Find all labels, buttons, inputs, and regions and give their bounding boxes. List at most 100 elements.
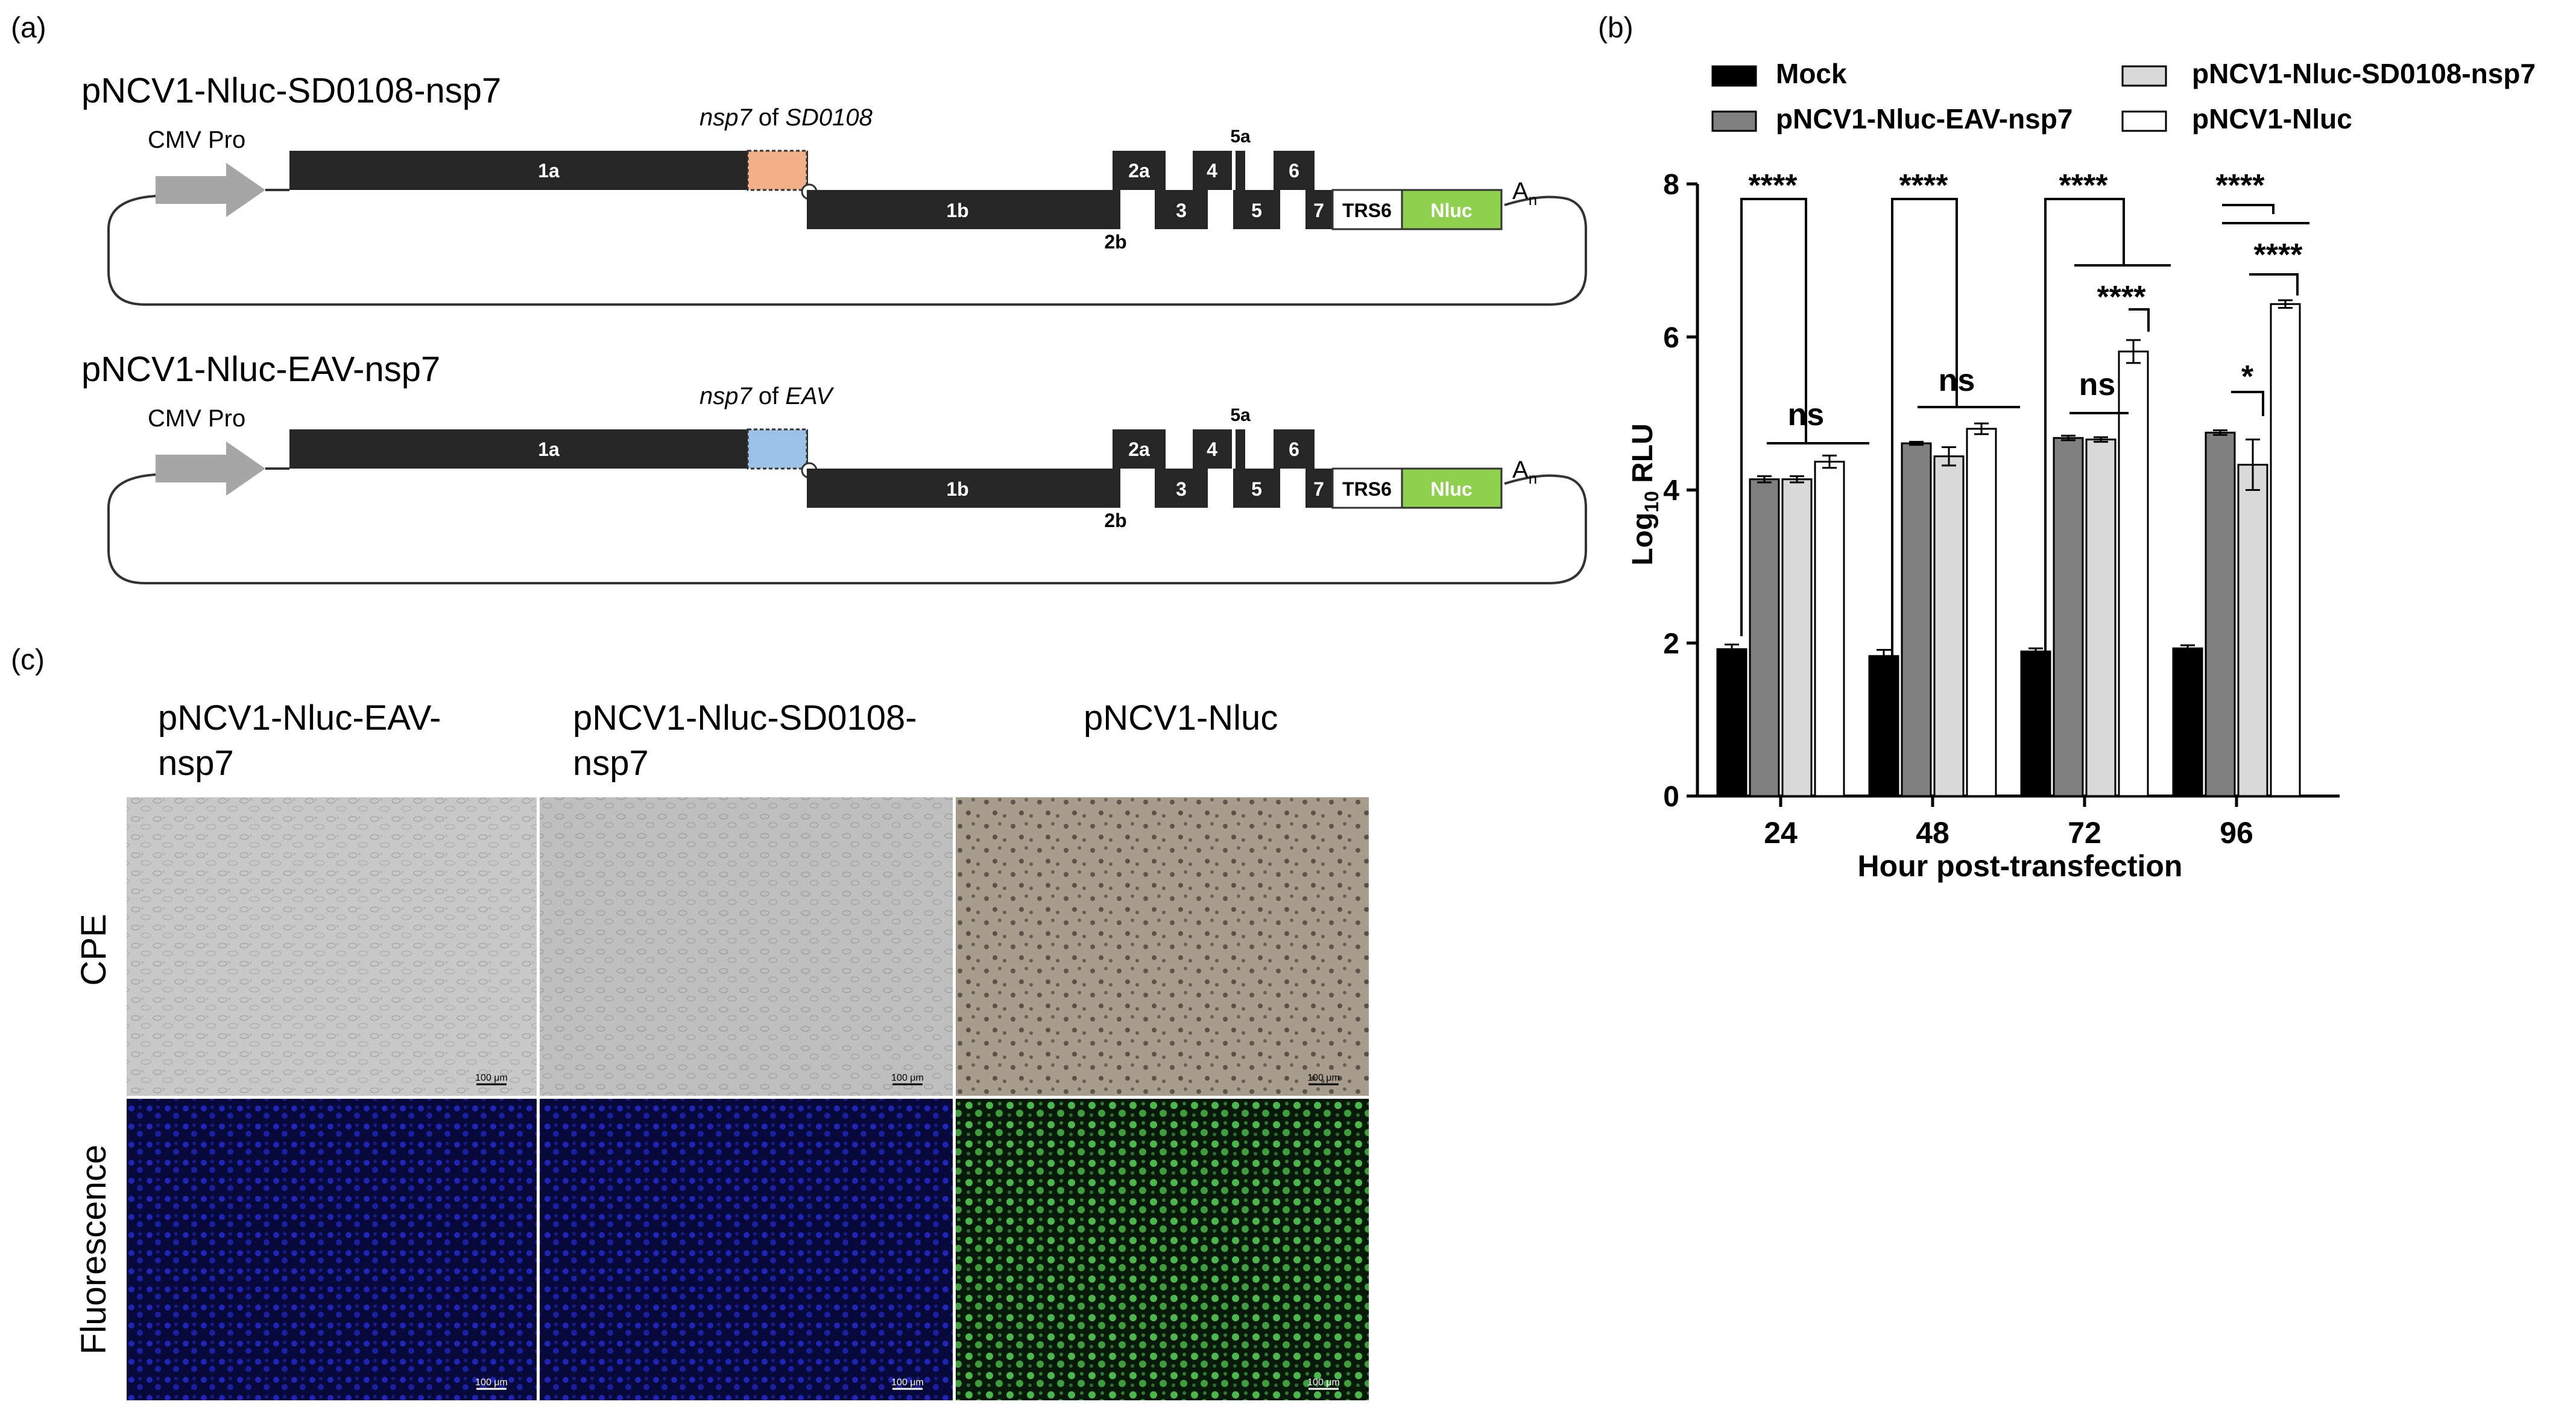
sig-bracket: [2129, 308, 2150, 332]
error-bar: [2094, 436, 2108, 443]
gene-7: [1305, 469, 1333, 508]
gene-2b: [1108, 190, 1120, 229]
sig-label-48-ns: ns: [1939, 363, 1975, 398]
error-bar: [1877, 649, 1891, 663]
gene-4-label: 4: [1207, 160, 1217, 182]
sig-bracket: [2231, 391, 2264, 416]
insert-label: nsp7 of SD0108: [699, 104, 873, 131]
y-tick-label: 6: [1663, 322, 1679, 354]
y-tick-label: 4: [1663, 475, 1679, 507]
x-axis-label: Hour post-transfection: [1858, 849, 2183, 883]
legend-label-mock: Mock: [1776, 58, 1847, 89]
error-bar: [2246, 438, 2260, 491]
sig-label-96-sd0108: *: [2241, 359, 2254, 394]
gene-1a-label: 1a: [538, 160, 560, 182]
cpe-image-nluc: [956, 797, 1369, 1096]
sig-bracket: [2222, 204, 2309, 224]
column-header-eav: pNCV1-Nluc-EAV-nsp7: [158, 698, 441, 783]
construct-diagram-2: pNCV1-Nluc-EAV-nsp7 nsp7 of EAV CMV Pro …: [81, 350, 1587, 584]
error-bar: [2180, 644, 2195, 653]
sig-bracket: [2044, 198, 2125, 663]
gene-2a-label: 2a: [1128, 438, 1150, 460]
gene-4: [1193, 429, 1232, 469]
gene-3: [1155, 469, 1208, 508]
error-bar: [1790, 475, 1804, 484]
scale-bar-label: 100 μm: [891, 1377, 924, 1388]
trs6-label: TRS6: [1342, 200, 1392, 221]
gene-7: [1305, 190, 1333, 229]
gene-5a: [1236, 151, 1245, 190]
gene-2a-label: 2a: [1128, 160, 1150, 182]
bar: [1933, 455, 1965, 797]
x-tick-label: 48: [1916, 816, 1949, 850]
y-tick-label: 2: [1663, 628, 1679, 660]
bars: [1716, 299, 2301, 797]
promoter-arrow: [156, 441, 265, 496]
bar: [2085, 438, 2117, 797]
gene-5-label: 5: [1251, 478, 1262, 500]
insert-label: nsp7 of EAV: [699, 383, 834, 409]
gene-5: [1233, 469, 1280, 508]
y-ticks: 0 2 4 6 8: [1663, 169, 1697, 813]
scale-bars: 100 μm 100 μm 100 μm 100 μm 100 μm 100 μ…: [475, 1073, 1340, 1390]
fluorescence-image-sd0108: [540, 1099, 953, 1400]
error-bar: [2126, 339, 2141, 364]
gene-4: [1193, 151, 1232, 190]
plasmid-backbone: [107, 467, 1587, 584]
bar: [2053, 437, 2084, 797]
sig-label-48-mock: ****: [1899, 168, 1949, 203]
bar: [1749, 478, 1780, 797]
polya-label: An: [1512, 457, 1537, 487]
gene-2b-label: 2b: [1104, 231, 1126, 253]
bar: [2205, 431, 2236, 797]
construct-diagram-1: pNCV1-Nluc-SD0108-nsp7 nsp7 of SD0108 CM…: [81, 71, 1587, 306]
x-tick-label: 24: [1764, 816, 1798, 850]
gene-1a: [289, 151, 808, 190]
panel-b-label: (b): [1598, 12, 1634, 44]
gene-5a-label: 5a: [1230, 405, 1251, 425]
sig-bracket: [1740, 198, 1807, 636]
panel-a-label: (a): [11, 12, 46, 44]
error-bar: [1974, 422, 1989, 435]
gene-6: [1274, 151, 1315, 190]
bar: [1781, 478, 1813, 797]
y-tick-label: 8: [1663, 169, 1679, 201]
bar: [2020, 650, 2051, 797]
scale-bar-label: 100 μm: [475, 1073, 508, 1083]
scale-bar-label: 100 μm: [1307, 1073, 1340, 1083]
x-ticks: 24 48 72 96: [1764, 796, 2253, 850]
bar: [1901, 442, 1932, 797]
gene-2a: [1113, 429, 1166, 469]
gene-7-label: 7: [1313, 200, 1324, 221]
microscopy-panel: pNCV1-Nluc-EAV-nsp7 pNCV1-Nluc-SD0108-ns…: [74, 698, 1369, 1400]
gene-6-label: 6: [1289, 160, 1299, 182]
promoter-arrow: [156, 163, 265, 217]
construct-title: pNCV1-Nluc-SD0108-nsp7: [81, 71, 501, 110]
error-bar: [1757, 475, 1772, 484]
bar: [2118, 350, 2149, 797]
fluorescence-image-eav: [127, 1099, 537, 1400]
sig-label-24-mock: ****: [1749, 168, 1798, 203]
legend-label-eav: pNCV1-Nluc-EAV-nsp7: [1776, 103, 2072, 134]
error-bar: [2028, 647, 2043, 656]
gene-5: [1233, 190, 1280, 229]
scale-bar-label: 100 μm: [891, 1073, 924, 1083]
gene-3-label: 3: [1176, 478, 1187, 500]
error-bar: [1909, 441, 1924, 446]
promoter-label: CMV Pro: [148, 127, 245, 153]
significance-annotations: [1740, 198, 2309, 663]
promoter-label: CMV Pro: [148, 405, 245, 432]
sig-label-96-mock: ****: [2216, 168, 2265, 203]
error-bar: [2061, 434, 2076, 441]
significance-labels: **** ns **** ns **** ns **** **** **** *: [1749, 168, 2303, 432]
construct-title: pNCV1-Nluc-EAV-nsp7: [81, 350, 440, 389]
nluc-box: [1401, 189, 1503, 230]
legend-label-sd0108: pNCV1-Nluc-SD0108-nsp7: [2192, 58, 2536, 89]
gene-3: [1155, 190, 1208, 229]
nluc-box: [1401, 467, 1503, 509]
gene-7-label: 7: [1313, 478, 1324, 500]
bar: [1814, 461, 1845, 797]
cpe-image-eav: [127, 797, 537, 1096]
column-header-nluc: pNCV1-Nluc: [1084, 698, 1278, 738]
error-bar: [2278, 299, 2293, 309]
